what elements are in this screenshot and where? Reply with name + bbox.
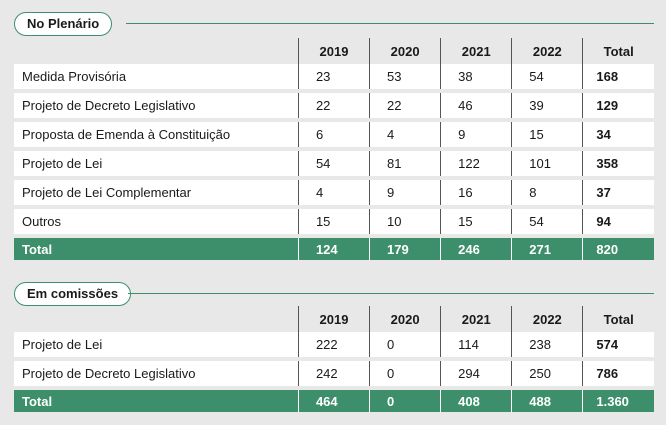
cell-2021: 9 — [440, 120, 512, 151]
row-label: Projeto de Lei — [14, 332, 299, 361]
cell-2020: 53 — [369, 64, 441, 93]
table-row: Projeto de Lei 54 81 122 101 358 — [14, 149, 654, 180]
plenario-section: No Plenário 2019 2020 2021 2022 Total Me… — [14, 12, 654, 260]
plenario-divider — [126, 23, 654, 24]
header-2021: 2021 — [440, 38, 512, 64]
cell-2022: 54 — [511, 207, 583, 238]
cell-2021: 15 — [440, 207, 512, 238]
cell-total: 786 — [582, 359, 654, 390]
cell-2021: 38 — [440, 64, 512, 93]
header-2022: 2022 — [511, 306, 583, 332]
total-row: Total 124 179 246 271 820 — [14, 236, 654, 260]
plenario-header: No Plenário — [14, 12, 654, 36]
cell-2021: 16 — [440, 178, 512, 209]
total-2019: 464 — [297, 388, 370, 412]
total-total: 820 — [582, 236, 654, 260]
total-2020: 179 — [369, 236, 441, 260]
cell-2019: 222 — [297, 332, 370, 361]
table-row: Projeto de Lei 222 0 114 238 574 — [14, 332, 654, 361]
header-total: Total — [582, 38, 654, 64]
cell-total: 129 — [582, 91, 654, 122]
cell-2020: 0 — [369, 332, 441, 361]
cell-2022: 8 — [511, 178, 583, 209]
cell-2020: 81 — [369, 149, 441, 180]
row-label: Proposta de Emenda à Constituição — [14, 120, 299, 151]
row-label: Projeto de Lei Complementar — [14, 178, 299, 209]
total-total: 1.360 — [582, 388, 654, 412]
table-row: Outros 15 10 15 54 94 — [14, 207, 654, 238]
table-row: Projeto de Decreto Legislativo 242 0 294… — [14, 359, 654, 390]
cell-2022: 39 — [511, 91, 583, 122]
cell-2019: 6 — [297, 120, 370, 151]
total-row: Total 464 0 408 488 1.360 — [14, 388, 654, 412]
comissoes-table: 2019 2020 2021 2022 Total Projeto de Lei… — [14, 306, 654, 412]
cell-2020: 10 — [369, 207, 441, 238]
cell-2022: 54 — [511, 64, 583, 93]
cell-total: 37 — [582, 178, 654, 209]
total-2022: 271 — [511, 236, 583, 260]
total-2021: 408 — [440, 388, 512, 412]
cell-2022: 101 — [511, 149, 583, 180]
header-2020: 2020 — [369, 38, 441, 64]
comissoes-title: Em comissões — [14, 282, 132, 306]
cell-2019: 15 — [297, 207, 370, 238]
header-blank — [14, 306, 298, 332]
plenario-table: 2019 2020 2021 2022 Total Medida Provisó… — [14, 38, 654, 260]
header-total: Total — [582, 306, 654, 332]
table-header-row: 2019 2020 2021 2022 Total — [14, 306, 654, 332]
cell-2022: 238 — [511, 332, 583, 361]
header-2021: 2021 — [440, 306, 512, 332]
cell-2021: 46 — [440, 91, 512, 122]
cell-2020: 0 — [369, 359, 441, 390]
total-label: Total — [14, 236, 299, 260]
row-label: Projeto de Decreto Legislativo — [14, 91, 299, 122]
comissoes-section: Em comissões 2019 2020 2021 2022 Total P… — [14, 282, 654, 412]
total-label: Total — [14, 388, 299, 412]
cell-2022: 15 — [511, 120, 583, 151]
cell-2021: 114 — [440, 332, 512, 361]
cell-2021: 294 — [440, 359, 512, 390]
cell-2020: 4 — [369, 120, 441, 151]
cell-2019: 4 — [297, 178, 370, 209]
cell-2022: 250 — [511, 359, 583, 390]
header-blank — [14, 38, 298, 64]
table-row: Proposta de Emenda à Constituição 6 4 9 … — [14, 120, 654, 151]
row-label: Projeto de Lei — [14, 149, 299, 180]
cell-2021: 122 — [440, 149, 512, 180]
cell-2020: 22 — [369, 91, 441, 122]
total-2020: 0 — [369, 388, 441, 412]
cell-total: 94 — [582, 207, 654, 238]
plenario-title: No Plenário — [14, 12, 113, 36]
cell-total: 168 — [582, 64, 654, 93]
total-2019: 124 — [297, 236, 370, 260]
total-2022: 488 — [511, 388, 583, 412]
header-2022: 2022 — [511, 38, 583, 64]
table-row: Medida Provisória 23 53 38 54 168 — [14, 64, 654, 93]
comissoes-header: Em comissões — [14, 282, 654, 306]
cell-total: 34 — [582, 120, 654, 151]
cell-total: 358 — [582, 149, 654, 180]
cell-2019: 242 — [297, 359, 370, 390]
header-2020: 2020 — [369, 306, 441, 332]
header-2019: 2019 — [297, 306, 370, 332]
table-row: Projeto de Decreto Legislativo 22 22 46 … — [14, 91, 654, 122]
cell-2019: 54 — [297, 149, 370, 180]
row-label: Projeto de Decreto Legislativo — [14, 359, 299, 390]
table-header-row: 2019 2020 2021 2022 Total — [14, 38, 654, 64]
cell-2019: 22 — [297, 91, 370, 122]
comissoes-divider — [128, 293, 654, 294]
row-label: Medida Provisória — [14, 64, 299, 93]
cell-2020: 9 — [369, 178, 441, 209]
cell-2019: 23 — [297, 64, 370, 93]
total-2021: 246 — [440, 236, 512, 260]
cell-total: 574 — [582, 332, 654, 361]
row-label: Outros — [14, 207, 299, 238]
table-row: Projeto de Lei Complementar 4 9 16 8 37 — [14, 178, 654, 209]
header-2019: 2019 — [297, 38, 370, 64]
